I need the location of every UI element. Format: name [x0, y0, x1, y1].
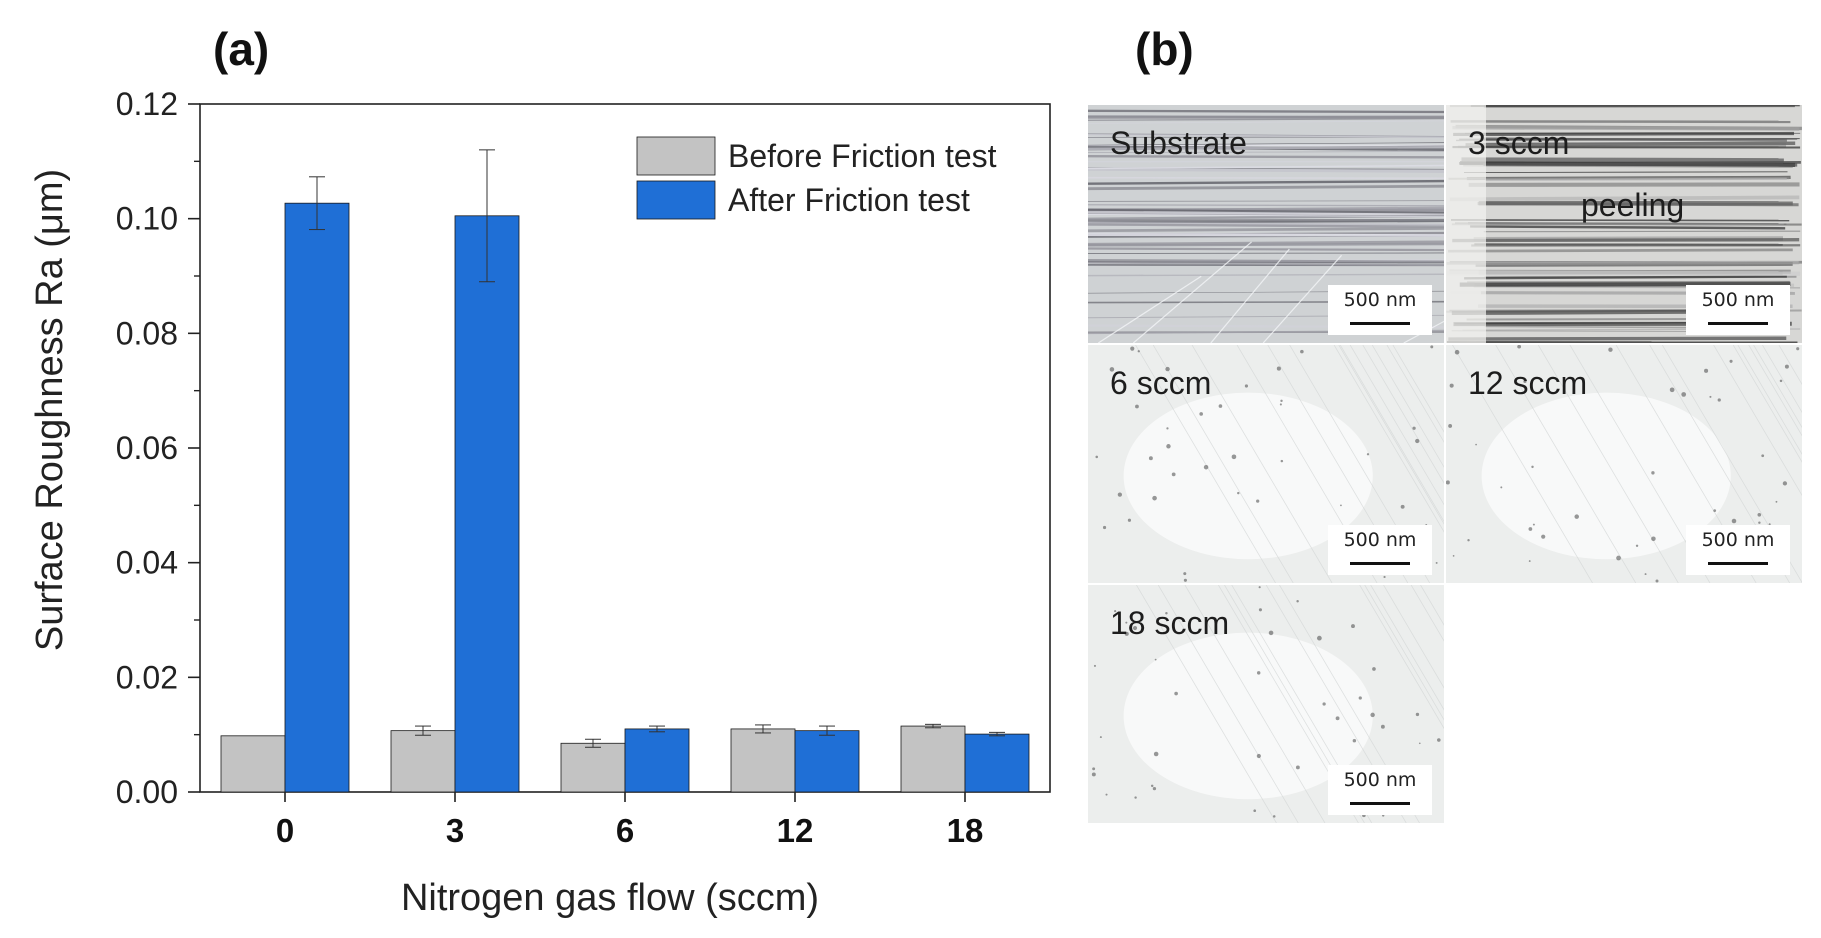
bar-before — [730, 728, 796, 793]
scale-bar-line — [1350, 562, 1410, 565]
micrograph-6-sccm: 6 sccm 500 nm — [1088, 345, 1444, 583]
scale-bar: 500 nm — [1686, 525, 1790, 575]
scale-bar-line — [1708, 322, 1768, 325]
bar-after — [964, 733, 1030, 793]
y-tick-label: 0.00 — [116, 774, 178, 810]
scale-bar-label: 500 nm — [1343, 529, 1417, 551]
x-tick-label: 3 — [446, 812, 464, 849]
legend-swatch — [636, 180, 716, 220]
x-tick-label: 0 — [276, 812, 294, 849]
bar-chart: 0.00 0.02 0.04 0.06 0.08 0.10 0.12 0 3 6 12 18 Befo… — [29, 86, 1051, 919]
legend-label: After Friction test — [728, 182, 970, 218]
scale-bar: 500 nm — [1686, 285, 1790, 335]
micrograph-label: 6 sccm — [1110, 365, 1212, 401]
x-tick-label: 12 — [777, 812, 814, 849]
bar-before — [900, 725, 966, 793]
micrograph-substrate: Substrate 500 nm — [1088, 105, 1444, 343]
micrograph-label: 18 sccm — [1110, 605, 1230, 641]
panel-label-b: (b) — [1135, 23, 1194, 75]
scale-bar-label: 500 nm — [1701, 529, 1775, 551]
x-tick-label: 6 — [616, 812, 634, 849]
micrograph-18-sccm: 18 sccm 500 nm — [1088, 585, 1444, 823]
scale-bar: 500 nm — [1328, 525, 1432, 575]
scale-bar: 500 nm — [1328, 285, 1432, 335]
scale-bar-line — [1350, 322, 1410, 325]
bar-after — [454, 215, 520, 793]
y-tick-label: 0.04 — [116, 545, 178, 581]
y-tick-label: 0.08 — [116, 315, 178, 351]
panel-label-a: (a) — [213, 23, 270, 75]
micrograph-12-sccm: 12 sccm 500 nm — [1446, 345, 1802, 583]
scale-bar: 500 nm — [1328, 765, 1432, 815]
scale-bar-label: 500 nm — [1343, 769, 1417, 791]
scale-bar-line — [1350, 802, 1410, 805]
bar-before — [390, 730, 456, 793]
micrograph-panel: Substrate 500 nm 3 sccm peeling 500 nm 6… — [1088, 105, 1804, 825]
y-tick-label: 0.12 — [116, 86, 178, 122]
scale-bar-label: 500 nm — [1701, 289, 1775, 311]
chart-error-bars — [309, 149, 1005, 748]
legend-label: Before Friction test — [728, 138, 997, 174]
y-axis-label: Surface Roughness Ra (μm) — [29, 169, 71, 651]
chart-ticks: 0.00 0.02 0.04 0.06 0.08 0.10 0.12 0 3 6 12 18 — [116, 86, 984, 849]
scale-bar-line — [1708, 562, 1768, 565]
bar-after — [794, 730, 860, 793]
scale-bar-label: 500 nm — [1343, 289, 1417, 311]
legend-swatch — [636, 136, 716, 176]
y-tick-label: 0.10 — [116, 201, 178, 237]
micrograph-label: Substrate — [1110, 125, 1247, 161]
peeling-annotation: peeling — [1581, 187, 1685, 223]
bar-after — [624, 728, 690, 793]
micrograph-label: 12 sccm — [1468, 365, 1588, 401]
y-tick-label: 0.02 — [116, 659, 178, 695]
y-tick-label: 0.06 — [116, 430, 178, 466]
micrograph-3-sccm: 3 sccm peeling 500 nm — [1446, 105, 1802, 343]
chart-bars — [220, 202, 1030, 793]
bar-after — [284, 202, 350, 793]
micrograph-label: 3 sccm — [1468, 125, 1570, 161]
chart-legend: Before Friction test After Friction test — [636, 136, 997, 220]
x-tick-label: 18 — [947, 812, 984, 849]
bar-before — [560, 742, 626, 793]
bar-before — [220, 735, 286, 793]
x-axis-label: Nitrogen gas flow (sccm) — [401, 877, 819, 919]
